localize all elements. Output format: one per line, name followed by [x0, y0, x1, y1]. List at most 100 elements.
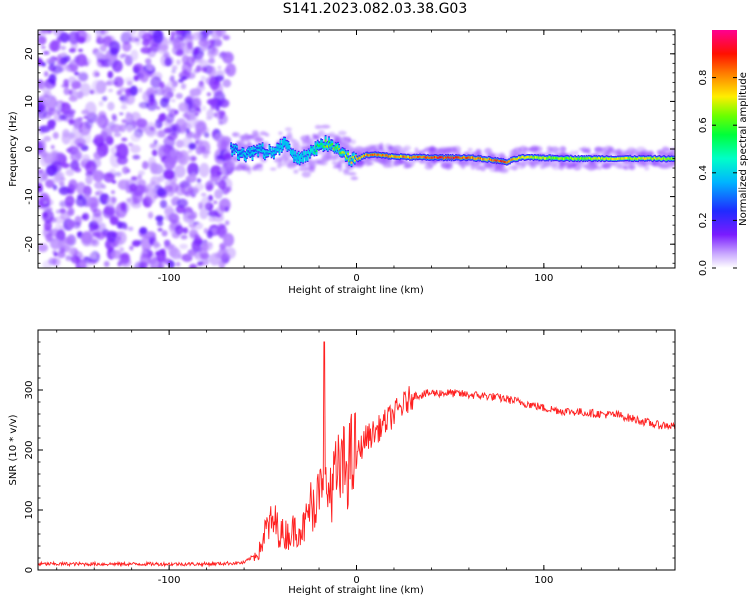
noise-blob	[132, 154, 141, 160]
track-cell	[668, 157, 671, 161]
noise-blob	[140, 46, 152, 54]
track-cell	[623, 157, 626, 160]
noise-blob	[132, 190, 143, 204]
noise-blob	[77, 71, 89, 83]
halo-blob	[320, 124, 331, 129]
halo-blob	[387, 146, 393, 150]
track-cell	[364, 155, 366, 158]
track-cell	[534, 156, 537, 159]
track-cell	[586, 157, 589, 161]
track-cell	[597, 156, 600, 160]
track-cell	[325, 145, 328, 148]
y-tick-label: 0	[24, 146, 35, 152]
track-cell	[234, 146, 237, 149]
noise-blob	[200, 75, 206, 81]
track-cell	[298, 158, 301, 161]
track-cell	[247, 150, 249, 153]
halo-blob	[639, 151, 645, 155]
noise-blob	[138, 239, 143, 244]
track-cell	[588, 157, 591, 160]
spectrogram-y-ticks: -20 -10 0 10 20	[24, 34, 675, 264]
noise-blob	[225, 220, 230, 226]
noise-blob	[214, 133, 225, 143]
track-cell	[386, 154, 389, 157]
track-cell	[244, 155, 247, 159]
halo-blob	[235, 164, 243, 172]
halo-blob	[337, 160, 342, 168]
track-cell	[510, 158, 512, 162]
track-cell	[565, 156, 568, 160]
track-cell	[463, 155, 465, 159]
track-cell	[633, 156, 636, 160]
noise-blob	[124, 178, 130, 186]
track-cell	[416, 156, 419, 159]
track-cell	[507, 160, 510, 163]
colorbar-label: Normalized spectral amplitude	[738, 72, 749, 226]
track-cell	[280, 147, 283, 150]
noise-blob	[150, 76, 162, 89]
noise-blob	[204, 132, 210, 138]
track-cell	[594, 157, 597, 160]
y-tick-label: 100	[24, 500, 35, 519]
track-cell	[339, 151, 342, 155]
track-cell	[498, 160, 501, 163]
noise-blob	[113, 132, 122, 137]
noise-blob	[145, 58, 152, 65]
halo-blob	[424, 163, 433, 170]
track-cell	[397, 155, 400, 159]
track-cell	[658, 156, 661, 160]
halo-blob	[349, 147, 356, 153]
track-cell	[614, 157, 617, 161]
noise-blob	[163, 185, 171, 192]
noise-blob	[91, 79, 103, 95]
halo-blob	[388, 159, 393, 164]
halo-blob	[595, 147, 601, 152]
track-cell	[618, 157, 620, 160]
halo-blob	[403, 145, 412, 151]
track-cell	[430, 156, 433, 159]
track-cell	[259, 147, 262, 150]
track-cell	[516, 157, 519, 161]
noise-blob	[179, 243, 188, 250]
halo-blob	[284, 135, 294, 142]
halo-blob	[530, 145, 539, 153]
track-cell	[253, 149, 256, 152]
noise-blob	[180, 234, 188, 240]
noise-blob	[46, 164, 58, 177]
noise-blob	[125, 113, 134, 122]
noise-blob	[191, 32, 203, 41]
noise-blob	[94, 30, 101, 34]
noise-blob	[156, 187, 167, 197]
noise-blob	[206, 98, 218, 106]
noise-blob	[210, 105, 217, 111]
track-cell	[262, 152, 265, 155]
noise-blob	[142, 198, 150, 207]
halo-blob	[574, 150, 579, 156]
track-cell	[472, 156, 474, 159]
y-tick-label: -10	[24, 188, 35, 204]
track-cell	[579, 157, 582, 160]
noise-blob	[89, 227, 94, 232]
noise-blob	[157, 44, 167, 55]
noise-blob	[59, 56, 68, 65]
track-cell	[432, 156, 435, 159]
track-cell	[475, 157, 478, 161]
noise-blob	[105, 81, 112, 86]
halo-blob	[276, 162, 282, 169]
noise-blob	[93, 151, 104, 160]
track-cell	[388, 155, 391, 158]
noise-blob	[164, 180, 173, 186]
track-cell	[370, 153, 373, 156]
track-cell	[518, 156, 520, 159]
noise-blob	[52, 131, 59, 140]
noise-blob	[59, 181, 65, 187]
track-cell	[621, 157, 624, 160]
track-cell	[292, 152, 294, 155]
track-cell	[311, 149, 313, 152]
noise-blob	[43, 201, 48, 204]
colorbar-tick-label: 0.4	[698, 165, 709, 181]
halo-blob	[627, 165, 637, 169]
track-cell	[482, 158, 484, 161]
halo-blob	[572, 163, 577, 167]
noise-blob	[155, 215, 164, 222]
